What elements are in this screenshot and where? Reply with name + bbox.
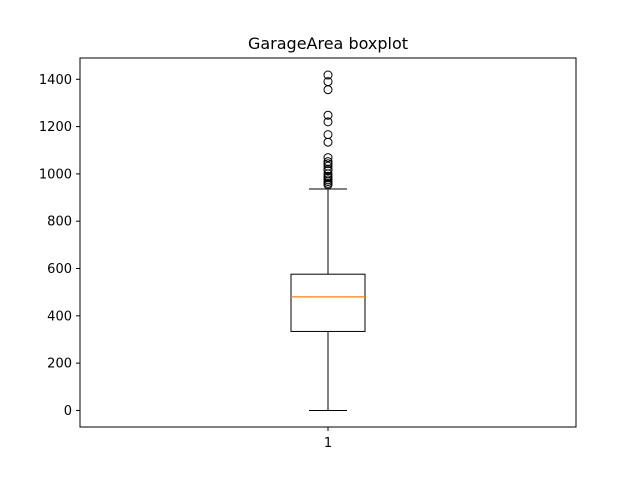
outlier-point <box>323 157 333 167</box>
outlier-point <box>323 77 333 87</box>
outlier-point <box>323 70 333 80</box>
outlier-point <box>323 159 333 169</box>
y-tick-label: 600 <box>47 262 72 277</box>
outlier-point <box>323 137 333 147</box>
outlier-point <box>323 117 333 127</box>
x-axis: 1 <box>324 427 332 451</box>
y-tick-label: 200 <box>47 357 72 372</box>
boxplot <box>290 188 366 411</box>
outlier-point <box>323 153 333 163</box>
y-axis: 0 200 400 600 800 1000 1200 1400 <box>39 73 80 419</box>
y-tick-label: 400 <box>47 309 72 324</box>
outlier-point <box>323 85 333 95</box>
y-tick-label: 1000 <box>39 167 72 182</box>
chart-title: GarageArea boxplot <box>248 34 408 53</box>
y-tick-label: 1400 <box>39 73 72 88</box>
x-tick-label: 1 <box>324 436 332 451</box>
outlier-point <box>323 171 333 181</box>
outliers <box>323 70 333 190</box>
y-tick-label: 1200 <box>39 120 72 135</box>
outlier-point <box>323 161 333 171</box>
outlier-point <box>323 130 333 140</box>
outlier-point <box>323 110 333 120</box>
y-tick-label: 0 <box>64 404 72 419</box>
iqr-box <box>290 273 366 332</box>
y-tick-label: 800 <box>47 215 72 230</box>
